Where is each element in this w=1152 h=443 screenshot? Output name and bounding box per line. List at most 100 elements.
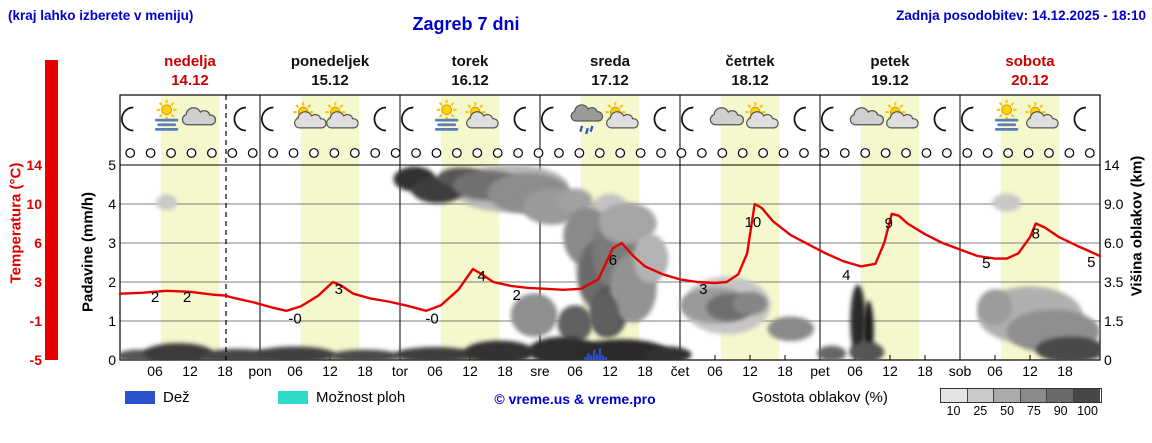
temp-tick: -5 xyxy=(29,352,42,368)
shower-legend-label: Možnost ploh xyxy=(316,389,406,406)
cloud-icon xyxy=(709,107,745,126)
fog-sun-icon xyxy=(434,99,459,131)
x-tick: 18 xyxy=(777,363,793,379)
day-name: nedelja xyxy=(164,53,216,70)
day-header-sreda: sreda 17.12 xyxy=(590,52,630,90)
x-tick: 18 xyxy=(357,363,373,379)
hourly-circles xyxy=(125,148,1095,158)
svg-text:3: 3 xyxy=(699,281,707,298)
menu-hint: (kraj lahko izberete v meniju) xyxy=(8,8,194,23)
day-date: 16.12 xyxy=(451,72,489,89)
shower-legend-swatch xyxy=(278,391,308,404)
moon-icon xyxy=(793,106,807,132)
cloud-tick: 6.0 xyxy=(1104,235,1124,251)
day-date: 17.12 xyxy=(591,72,629,89)
moon-icon xyxy=(401,106,414,132)
sun-cloud-icon xyxy=(325,102,359,129)
svg-text:5: 5 xyxy=(1087,254,1095,271)
x-tick: sre xyxy=(530,363,550,379)
moon-icon xyxy=(373,106,387,132)
sun-cloud-icon xyxy=(1025,102,1059,129)
day-header-torek: torek 16.12 xyxy=(451,52,489,90)
svg-text:2: 2 xyxy=(183,289,191,306)
day-name: sobota xyxy=(1005,53,1055,70)
svg-text:8: 8 xyxy=(1032,226,1040,243)
day-name: petek xyxy=(870,53,910,70)
x-tick: 12 xyxy=(742,363,758,379)
svg-text:3: 3 xyxy=(335,281,343,298)
x-tick: 12 xyxy=(882,363,898,379)
x-tick: 06 xyxy=(147,363,163,379)
moon-icon xyxy=(653,106,667,132)
day-name: sreda xyxy=(589,53,631,70)
cloud-scale-tick: 90 xyxy=(1053,404,1068,418)
moon-icon xyxy=(261,106,274,132)
weather-icons-row xyxy=(121,99,1087,135)
cloud-scale-tick: 10 xyxy=(946,404,961,418)
x-tick: 06 xyxy=(987,363,1003,379)
day-date: 14.12 xyxy=(171,72,209,89)
credit-link[interactable]: © vreme.us & vreme.pro xyxy=(494,391,656,407)
svg-text:2: 2 xyxy=(512,287,520,304)
x-tick: 06 xyxy=(287,363,303,379)
fog-sun-icon xyxy=(154,99,179,131)
day-date: 19.12 xyxy=(871,72,909,89)
x-tick: 06 xyxy=(427,363,443,379)
day-date: 18.12 xyxy=(731,72,769,89)
cloud-density-scale xyxy=(940,388,1102,403)
temp-tick: 10 xyxy=(26,196,42,212)
precip-axis-title: Padavine (mm/h) xyxy=(79,191,97,313)
precip-tick: 1 xyxy=(108,313,116,329)
svg-text:10: 10 xyxy=(745,214,762,231)
precip-tick: 3 xyxy=(108,235,116,251)
fog-sun-icon xyxy=(994,99,1019,131)
moon-icon xyxy=(961,106,974,132)
day-date: 20.12 xyxy=(1011,72,1049,89)
temp-tick: 14 xyxy=(26,157,42,173)
cloud-scale-cell xyxy=(1020,389,1047,402)
svg-text:4: 4 xyxy=(842,267,850,284)
x-tick: 18 xyxy=(1057,363,1073,379)
cloud-tick: 9.0 xyxy=(1104,196,1124,212)
x-tick: 18 xyxy=(497,363,513,379)
svg-text:4: 4 xyxy=(477,268,485,285)
day-name: četrtek xyxy=(725,53,775,70)
sun-cloud-icon xyxy=(293,102,327,129)
svg-text:6: 6 xyxy=(609,252,617,269)
last-update: Zadnja posodobitev: 14.12.2025 - 18:10 xyxy=(896,8,1146,23)
x-tick: sob xyxy=(948,363,972,379)
day-header-sobota: sobota 20.12 xyxy=(1005,52,1054,90)
moon-icon xyxy=(233,106,247,132)
moon-icon xyxy=(541,106,554,132)
cloud-scale-tick: 75 xyxy=(1026,404,1041,418)
x-tick: 12 xyxy=(1022,363,1038,379)
cloud-scale-cell xyxy=(941,389,968,402)
cloud-blobs xyxy=(120,165,1100,360)
sun-cloud-icon xyxy=(745,102,779,129)
moon-icon xyxy=(933,106,947,132)
cloud-axis-title: Višina oblakov (km) xyxy=(1128,155,1146,297)
moon-icon xyxy=(821,106,834,132)
x-tick: 06 xyxy=(567,363,583,379)
cloud-scale-cell xyxy=(1073,389,1100,402)
svg-text:5: 5 xyxy=(982,255,990,272)
x-tick: 18 xyxy=(217,363,233,379)
cloud-scale-cell xyxy=(967,389,994,402)
sun-cloud-icon xyxy=(605,102,639,129)
cloud-scale-tick: 25 xyxy=(973,404,988,418)
x-tick: 12 xyxy=(322,363,338,379)
x-tick: 12 xyxy=(462,363,478,379)
cloud-icon xyxy=(181,107,217,126)
precip-tick: 4 xyxy=(108,196,116,212)
precip-tick: 2 xyxy=(108,274,116,290)
day-name: ponedeljek xyxy=(290,53,370,70)
x-tick: pon xyxy=(248,363,272,379)
x-tick: 12 xyxy=(602,363,618,379)
day-header-petek: petek 19.12 xyxy=(870,52,909,90)
page-title: Zagreb 7 dni xyxy=(412,14,520,34)
x-tick: 18 xyxy=(637,363,653,379)
day-header-četrtek: četrtek 18.12 xyxy=(725,52,774,90)
moon-icon xyxy=(1073,106,1087,132)
day-date: 15.12 xyxy=(311,72,349,89)
